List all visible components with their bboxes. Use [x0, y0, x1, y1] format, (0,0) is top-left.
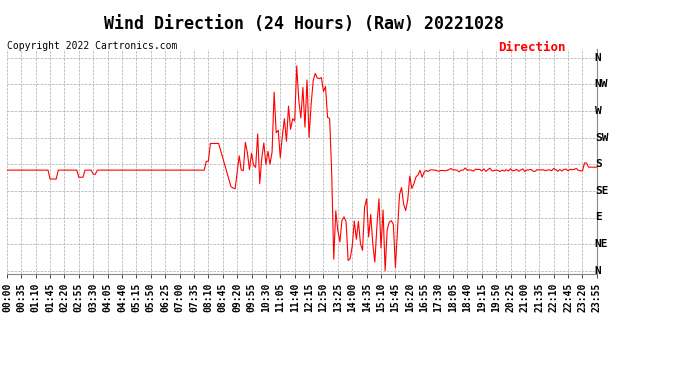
Text: Direction: Direction	[498, 41, 566, 54]
Text: NW: NW	[595, 79, 609, 89]
Text: E: E	[595, 213, 602, 222]
Text: N: N	[595, 266, 602, 276]
Text: N: N	[595, 53, 602, 63]
Text: Wind Direction (24 Hours) (Raw) 20221028: Wind Direction (24 Hours) (Raw) 20221028	[104, 15, 504, 33]
Text: S: S	[595, 159, 602, 169]
Text: SW: SW	[595, 133, 609, 142]
Text: W: W	[595, 106, 602, 116]
Text: Copyright 2022 Cartronics.com: Copyright 2022 Cartronics.com	[7, 41, 177, 51]
Text: SE: SE	[595, 186, 609, 196]
Text: NE: NE	[595, 239, 609, 249]
